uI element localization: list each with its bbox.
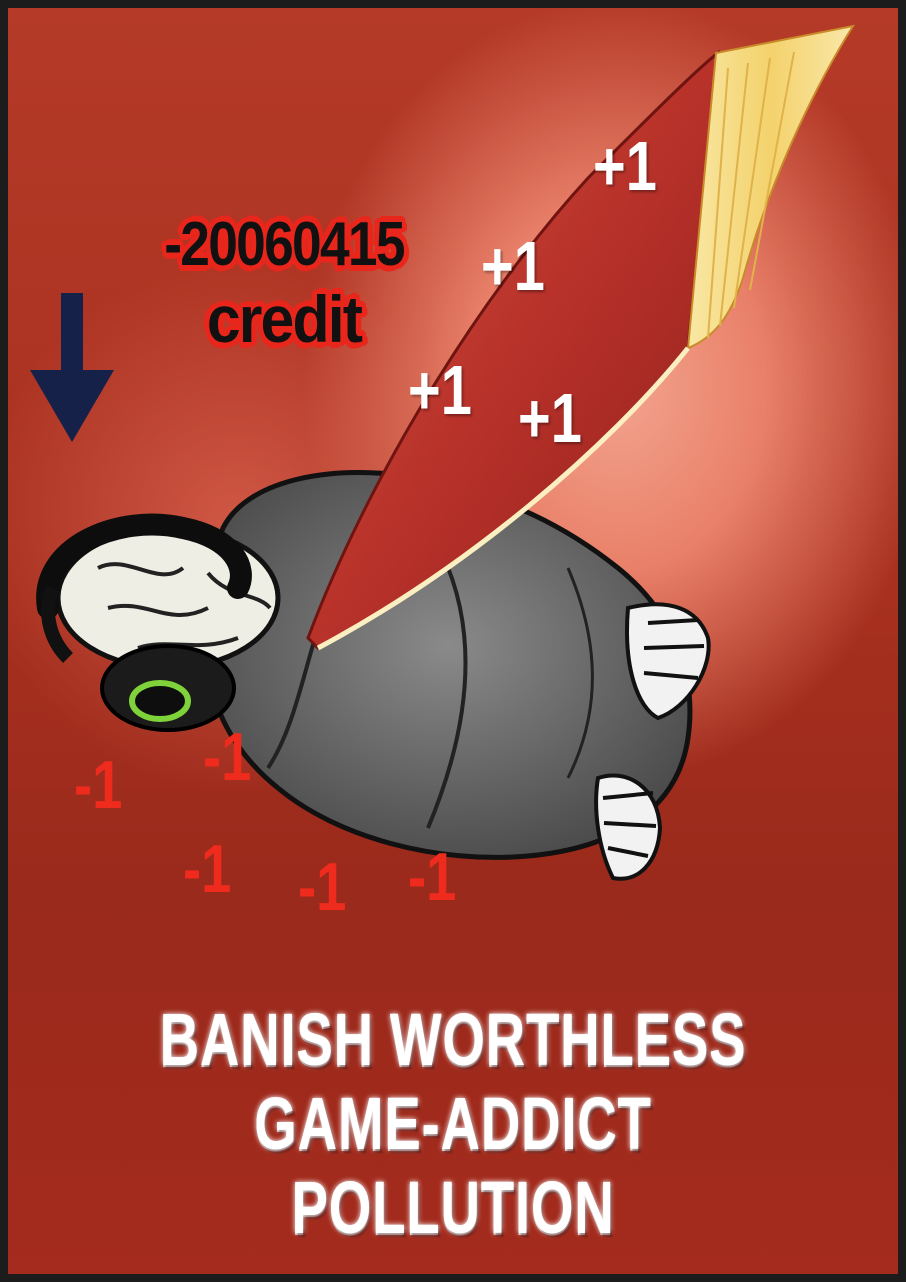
plus-one-mark: +1 [518,379,582,457]
credit-word: credit [206,282,363,356]
minus-one-mark: -1 [298,849,347,925]
slogan-line-2: GAME-ADDICT POLLUTION [254,1082,652,1249]
minus-one-mark: -1 [408,839,457,915]
minus-one-mark: -1 [183,831,232,907]
propaganda-poster: -20060415 credit +1 +1 +1 +1 -1 -1 -1 -1… [8,8,898,1274]
minus-one-mark: -1 [203,719,252,795]
plus-one-mark: +1 [593,127,657,205]
slogan: BANISH WORTHLESS GAME-ADDICT POLLUTION [8,998,898,1250]
poster-artwork [30,24,856,881]
social-credit-label: -20060415 credit [94,208,474,354]
headset-icon [36,513,252,732]
minus-one-mark: -1 [74,747,123,823]
slogan-line-1: BANISH WORTHLESS [159,998,747,1081]
down-arrow-icon [30,293,114,442]
credit-value: -20060415 [164,210,405,279]
plus-one-mark: +1 [481,227,545,305]
book-icon [306,24,856,651]
plus-one-mark: +1 [408,351,472,429]
